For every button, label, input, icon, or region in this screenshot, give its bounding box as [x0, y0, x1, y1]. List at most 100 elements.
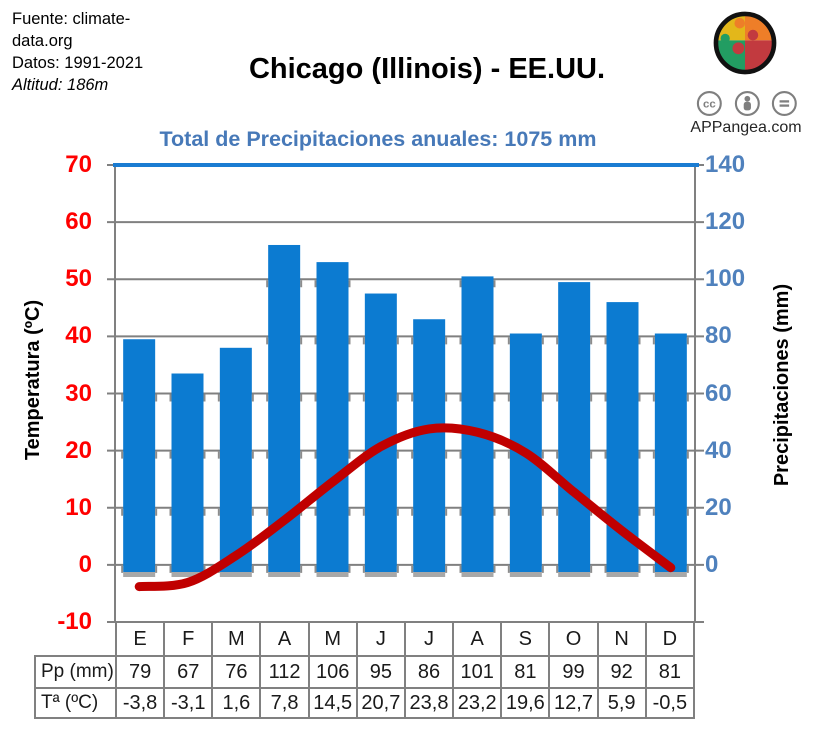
- gridline-stub: [541, 451, 544, 459]
- bar-shadow: [316, 572, 349, 577]
- gridline-stub: [411, 337, 414, 345]
- pp-value-cell: 76: [211, 655, 262, 689]
- gridline-stub: [556, 451, 559, 459]
- gridline-stub: [121, 508, 124, 516]
- gridline-stub: [411, 451, 414, 459]
- gridline-stub: [541, 394, 544, 402]
- gridline-stub: [590, 451, 593, 459]
- precip-bar-M2: [219, 347, 252, 572]
- temp-value-cell: 19,6: [500, 687, 551, 719]
- left-axis-tick-label: 20: [65, 436, 92, 464]
- left-tick-mark: [107, 506, 115, 509]
- gridline-stub: [155, 451, 158, 459]
- gridline-stub: [445, 394, 448, 402]
- gridline-stub: [217, 451, 220, 459]
- precip-bar-O9: [558, 282, 591, 572]
- precip-bar-F1: [171, 373, 204, 572]
- gridline-stub: [686, 451, 689, 459]
- pp-value-cell: 106: [307, 655, 358, 689]
- temp-value-cell: 7,8: [259, 687, 310, 719]
- gridline-stub: [348, 394, 351, 402]
- gridline-stub: [541, 508, 544, 516]
- gridline-stub: [411, 508, 414, 516]
- pp-value-cell: 81: [500, 655, 551, 689]
- bar-shadow: [606, 572, 639, 577]
- bar-shadow: [413, 572, 446, 577]
- pp-value-cell: 95: [355, 655, 406, 689]
- left-tick-mark: [107, 621, 115, 623]
- left-tick-mark: [107, 335, 115, 338]
- left-axis-tick-label: 70: [65, 151, 92, 178]
- gridline-stub: [556, 508, 559, 516]
- pp-value-cell: 92: [596, 655, 647, 689]
- month-header-cell: D: [644, 621, 696, 657]
- gridline-stub: [396, 337, 399, 345]
- bar-shadow: [268, 572, 301, 577]
- right-tick-mark: [696, 392, 704, 395]
- gridline-stub: [169, 451, 172, 459]
- month-header-cell: M: [307, 621, 358, 657]
- gridline-stub: [362, 508, 365, 516]
- left-tick-mark: [107, 563, 115, 566]
- gridline-stub: [266, 394, 269, 402]
- month-header-cell: F: [163, 621, 214, 657]
- precip-bar-J5: [364, 293, 397, 572]
- gridline-stub: [445, 337, 448, 345]
- source-info: Fuente: climate- data.org Datos: 1991-20…: [12, 8, 143, 96]
- gridline-stub: [686, 565, 689, 573]
- right-tick-mark: [696, 449, 704, 452]
- left-axis-tick-label: -10: [57, 608, 92, 635]
- svg-text:cc: cc: [703, 98, 716, 110]
- left-tick-mark: [107, 278, 115, 281]
- left-axis-tick-label: 50: [65, 265, 92, 293]
- left-axis-tick-label: 40: [65, 322, 92, 350]
- gridline-stub: [445, 451, 448, 459]
- gridline-stub: [493, 451, 496, 459]
- temp-value-cell: -3,1: [163, 687, 214, 719]
- gridline-stub: [217, 394, 220, 402]
- month-header-cell: O: [548, 621, 599, 657]
- gridline-stub: [314, 394, 317, 402]
- gridline-stub: [300, 565, 303, 573]
- precip-bar-D11: [654, 333, 687, 572]
- gridline: [115, 506, 695, 509]
- gridline-stub: [556, 565, 559, 573]
- gridline-stub: [203, 451, 206, 459]
- gridline-stub: [121, 451, 124, 459]
- pp-value-cell: 112: [259, 655, 310, 689]
- left-tick-mark: [107, 221, 115, 224]
- bar-shadow: [171, 572, 204, 577]
- gridline-stub: [300, 280, 303, 288]
- precip-bar-E0: [123, 339, 156, 572]
- pp-value-cell: 79: [114, 655, 166, 689]
- gridline-stub: [348, 280, 351, 288]
- gridline-stub: [459, 280, 462, 288]
- gridline-stub: [348, 565, 351, 573]
- gridline-stub: [314, 337, 317, 345]
- gridline-stub: [348, 337, 351, 345]
- precip-bar-J6: [413, 319, 446, 572]
- equals-icon: [772, 91, 798, 116]
- gridline-stub: [251, 451, 254, 459]
- gridline-stub: [155, 508, 158, 516]
- gridline-stub: [686, 394, 689, 402]
- license-icons: cc: [696, 90, 798, 117]
- gridline-stub: [493, 508, 496, 516]
- temp-row-header: Tª (ºC): [34, 687, 117, 719]
- right-tick-mark: [696, 563, 704, 566]
- precip-bar-M4: [316, 262, 349, 572]
- left-tick-mark: [107, 449, 115, 452]
- right-axis-tick-label: 60: [705, 379, 732, 407]
- gridline-stub: [445, 565, 448, 573]
- gridline-stub: [604, 394, 607, 402]
- gridline-stub: [266, 451, 269, 459]
- attribution-person-icon: [734, 91, 760, 116]
- chart-subtitle: Total de Precipitaciones anuales: 1075 m…: [159, 127, 597, 151]
- gridline-stub: [169, 394, 172, 402]
- gridline-stub: [362, 337, 365, 345]
- month-header-cell: J: [403, 621, 455, 657]
- gridline-stub: [251, 394, 254, 402]
- right-tick-mark: [696, 278, 704, 281]
- gridline-stub: [169, 565, 172, 573]
